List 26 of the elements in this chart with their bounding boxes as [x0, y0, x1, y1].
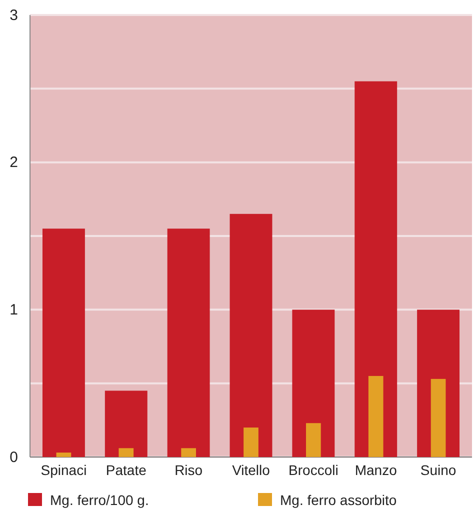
legend-label: Mg. ferro/100 g. [50, 492, 149, 508]
bar [368, 376, 384, 457]
x-tick-label: Suino [420, 462, 456, 478]
y-tick-label: 3 [10, 6, 18, 24]
x-tick-label: Broccoli [288, 462, 338, 478]
x-tick-label: Manzo [354, 462, 398, 478]
y-tick-label: 2 [10, 154, 18, 172]
bar [354, 81, 398, 457]
legend-label: Mg. ferro assorbito [280, 492, 397, 508]
x-tick-label: Patate [106, 462, 147, 478]
bar [306, 423, 321, 457]
bar [292, 310, 335, 457]
bar [430, 378, 446, 457]
bar [181, 448, 196, 457]
x-tick-label: Riso [174, 462, 203, 478]
bar [230, 214, 272, 457]
x-tick-label: Spinaci [40, 462, 87, 478]
y-tick-label: 0 [10, 448, 18, 466]
bar [42, 228, 85, 457]
bar [167, 228, 210, 457]
y-tick-label: 1 [10, 301, 18, 318]
x-tick-label: Vitello [232, 462, 270, 478]
bar [104, 390, 148, 457]
bar [244, 428, 258, 457]
bar [118, 448, 134, 457]
bar [56, 452, 72, 457]
